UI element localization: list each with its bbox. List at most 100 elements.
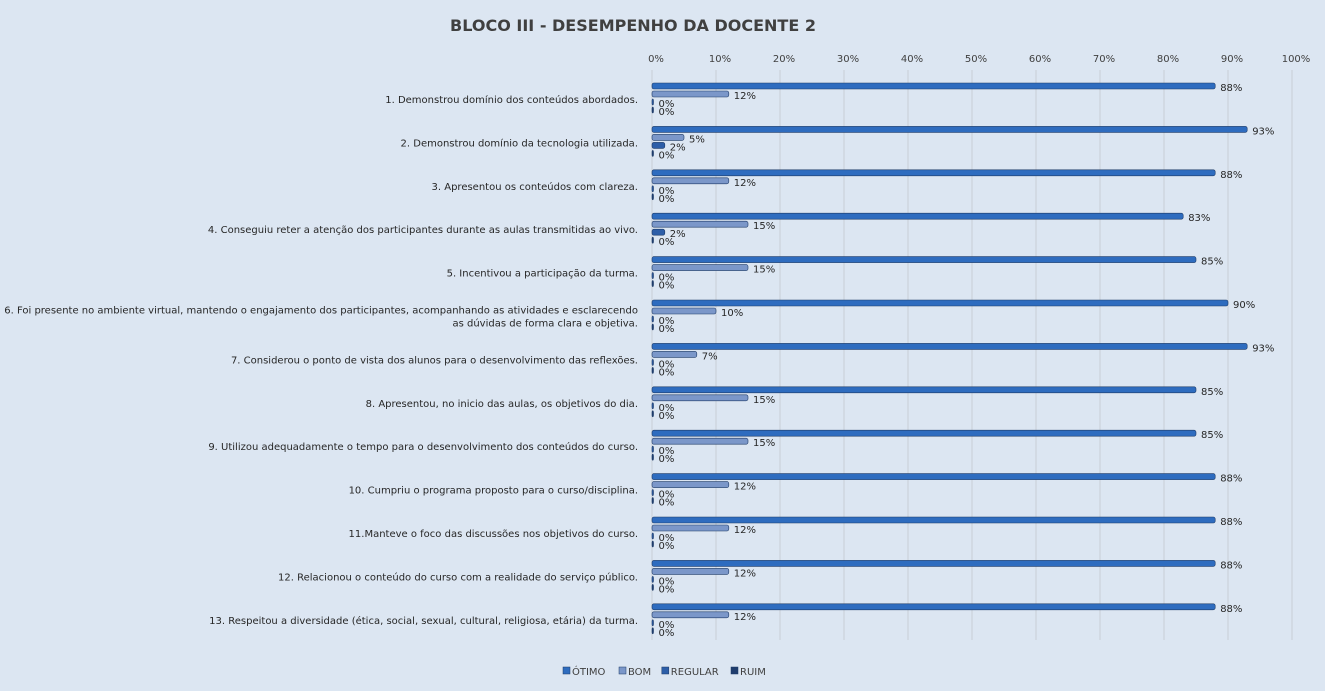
bar-bom	[651, 351, 698, 358]
category-label: 4. Conseguiu reter a atenção dos partici…	[208, 225, 638, 236]
data-label: 0%	[659, 498, 675, 509]
data-label: 12%	[734, 482, 756, 493]
bar-regular	[651, 228, 666, 236]
data-label: 12%	[734, 178, 756, 189]
category-label: 11.Manteve o foco das discussões nos obj…	[349, 529, 638, 540]
bar-bom	[651, 90, 730, 98]
bar-regular	[651, 185, 654, 193]
legend-label: REGULAR	[671, 667, 719, 678]
bar-ruim	[651, 236, 654, 244]
bar-ótimo	[651, 516, 1216, 524]
bar-bom	[651, 264, 749, 271]
x-tick-label: 50%	[965, 54, 987, 65]
legend-swatch	[730, 666, 739, 675]
data-label: 12%	[734, 91, 756, 102]
legend-label: ÓTIMO	[572, 665, 606, 678]
bar-ótimo	[651, 256, 1197, 263]
bar-bom	[651, 524, 730, 532]
data-label: 0%	[659, 446, 675, 457]
data-label: 88%	[1220, 474, 1242, 485]
bar-regular	[651, 402, 654, 410]
category-label: 6. Foi presente no ambiente virtual, man…	[4, 306, 638, 317]
data-label: 0%	[659, 237, 675, 248]
bar-regular	[651, 489, 654, 496]
data-label: 88%	[1220, 170, 1242, 181]
bar-regular	[651, 359, 654, 366]
bar-bom	[651, 307, 717, 315]
data-label: 15%	[753, 265, 775, 276]
data-label: 0%	[659, 107, 675, 118]
bar-bom	[651, 481, 730, 488]
bar-ótimo	[651, 299, 1229, 307]
bar-regular	[651, 98, 654, 106]
bar-bom	[651, 568, 730, 575]
category-label: 9. Utilizou adequadamente o tempo para o…	[208, 441, 638, 453]
legend-swatch	[661, 666, 670, 675]
data-label: 0%	[659, 316, 675, 327]
bar-bom	[651, 177, 730, 185]
legend-label: BOM	[628, 667, 651, 678]
data-label: 93%	[1252, 343, 1274, 354]
category-label: 13. Respeitou a diversidade (ética, soci…	[209, 615, 638, 627]
category-label: 8. Apresentou, no inicio das aulas, os o…	[366, 399, 638, 410]
bar-ótimo	[651, 473, 1216, 480]
x-tick-label: 70%	[1093, 54, 1115, 65]
bar-ótimo	[651, 169, 1216, 177]
x-tick-label: 20%	[773, 54, 795, 65]
data-label: 0%	[659, 576, 675, 587]
bar-regular	[651, 315, 654, 323]
data-label: 0%	[659, 367, 675, 378]
legend-swatch	[618, 666, 627, 675]
data-label: 85%	[1201, 257, 1223, 268]
x-tick-label: 30%	[837, 54, 859, 65]
x-tick-label: 60%	[1029, 54, 1051, 65]
bar-ruim	[651, 540, 654, 548]
bar-ruim	[651, 627, 654, 635]
bar-ruim	[651, 584, 654, 591]
bar-regular	[651, 142, 666, 149]
bar-ótimo	[651, 212, 1184, 220]
data-label: 85%	[1201, 430, 1223, 441]
data-label: 0%	[659, 403, 675, 414]
data-label: 0%	[659, 273, 675, 284]
bar-bom	[651, 611, 730, 619]
bar-regular	[651, 619, 654, 627]
category-label: as dúvidas de forma clara e objetiva.	[452, 318, 638, 330]
bar-regular	[651, 272, 654, 279]
data-label: 90%	[1233, 300, 1255, 311]
data-label: 0%	[659, 359, 675, 370]
data-label: 88%	[1220, 83, 1242, 94]
x-tick-label: 40%	[901, 54, 923, 65]
bar-ruim	[651, 497, 654, 504]
data-label: 15%	[753, 221, 775, 232]
data-label: 15%	[753, 438, 775, 449]
bar-ruim	[651, 280, 654, 287]
data-label: 0%	[659, 194, 675, 205]
data-label: 5%	[689, 134, 705, 145]
bar-ótimo	[651, 126, 1248, 133]
data-label: 0%	[659, 411, 675, 422]
data-label: 12%	[734, 568, 756, 579]
bar-ruim	[651, 150, 654, 157]
data-label: 0%	[659, 490, 675, 501]
bar-bom	[651, 220, 749, 228]
data-label: 7%	[702, 351, 718, 362]
category-label: 5. Incentivou a participação da turma.	[447, 269, 638, 280]
bar-regular	[651, 532, 654, 540]
bar-ruim	[651, 367, 654, 374]
data-label: 0%	[659, 324, 675, 335]
bar-ruim	[651, 106, 654, 114]
data-label: 0%	[659, 584, 675, 595]
data-label: 12%	[734, 612, 756, 623]
data-label: 0%	[659, 150, 675, 161]
x-tick-label: 80%	[1157, 54, 1179, 65]
bar-bom	[651, 437, 749, 445]
data-label: 2%	[670, 229, 686, 240]
category-label: 10. Cumpriu o programa proposto para o c…	[349, 486, 638, 497]
bar-ótimo	[651, 82, 1216, 90]
data-label: 0%	[659, 533, 675, 544]
x-tick-label: 90%	[1221, 54, 1243, 65]
bar-ruim	[651, 193, 654, 201]
data-label: 10%	[721, 308, 743, 319]
